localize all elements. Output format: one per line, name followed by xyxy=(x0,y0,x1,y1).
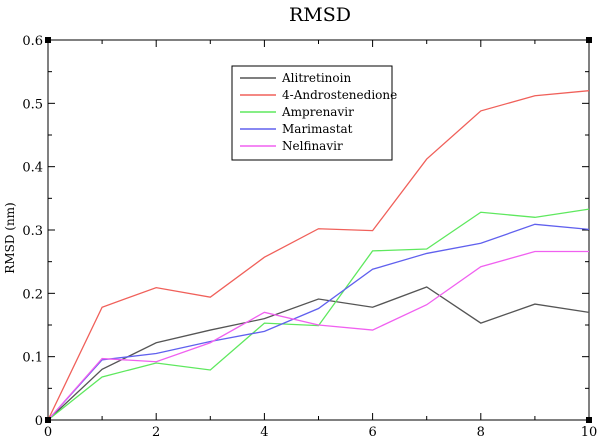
legend: Alitretinoin 4-Androstenedione Amprenavir M… xyxy=(231,65,397,161)
series-lines xyxy=(47,90,590,421)
corner-marker xyxy=(586,417,592,423)
y-tick-label: 0 xyxy=(35,414,43,429)
corner-marker xyxy=(45,417,51,423)
legend-label: 4-Androstenedione xyxy=(282,88,397,102)
y-tick-label: 0.4 xyxy=(22,161,43,176)
legend-label: Alitretinoin xyxy=(281,71,351,85)
series-line-alitretinoin xyxy=(47,286,590,421)
series-line-nelfinavir xyxy=(47,250,589,421)
legend-label: Amprenavir xyxy=(281,105,354,119)
x-tick-label: 4 xyxy=(260,425,268,439)
legend-label: Marimastat xyxy=(282,122,353,136)
series-line-amprenavir xyxy=(47,208,590,421)
series-line-4-androstenedione xyxy=(47,90,590,421)
series-line-marimastat xyxy=(47,223,590,421)
axis-ticks: 0 2 4 6 8 10 0 0.1 0.2 0.3 0.4 0.5 0.6 xyxy=(22,34,597,439)
corner-marker xyxy=(586,37,592,43)
chart-title: RMSD xyxy=(289,4,351,26)
y-tick-label: 0.3 xyxy=(22,224,43,239)
y-tick-label: 0.5 xyxy=(22,97,43,112)
legend-label: Nelfinavir xyxy=(282,139,343,153)
y-tick-label: 0.2 xyxy=(22,287,43,302)
corner-marker xyxy=(45,37,51,43)
legend-box xyxy=(231,65,393,161)
y-tick-label: 0.6 xyxy=(22,34,43,49)
y-axis-label: RMSD (nm) xyxy=(3,202,17,273)
x-tick-label: 2 xyxy=(152,425,160,439)
y-tick-label: 0.1 xyxy=(22,351,43,366)
x-tick-label: 8 xyxy=(477,425,485,439)
corner-markers xyxy=(45,37,592,423)
x-tick-label: 10 xyxy=(581,425,598,439)
x-tick-label: 6 xyxy=(368,425,376,439)
x-tick-label: 0 xyxy=(44,425,52,439)
